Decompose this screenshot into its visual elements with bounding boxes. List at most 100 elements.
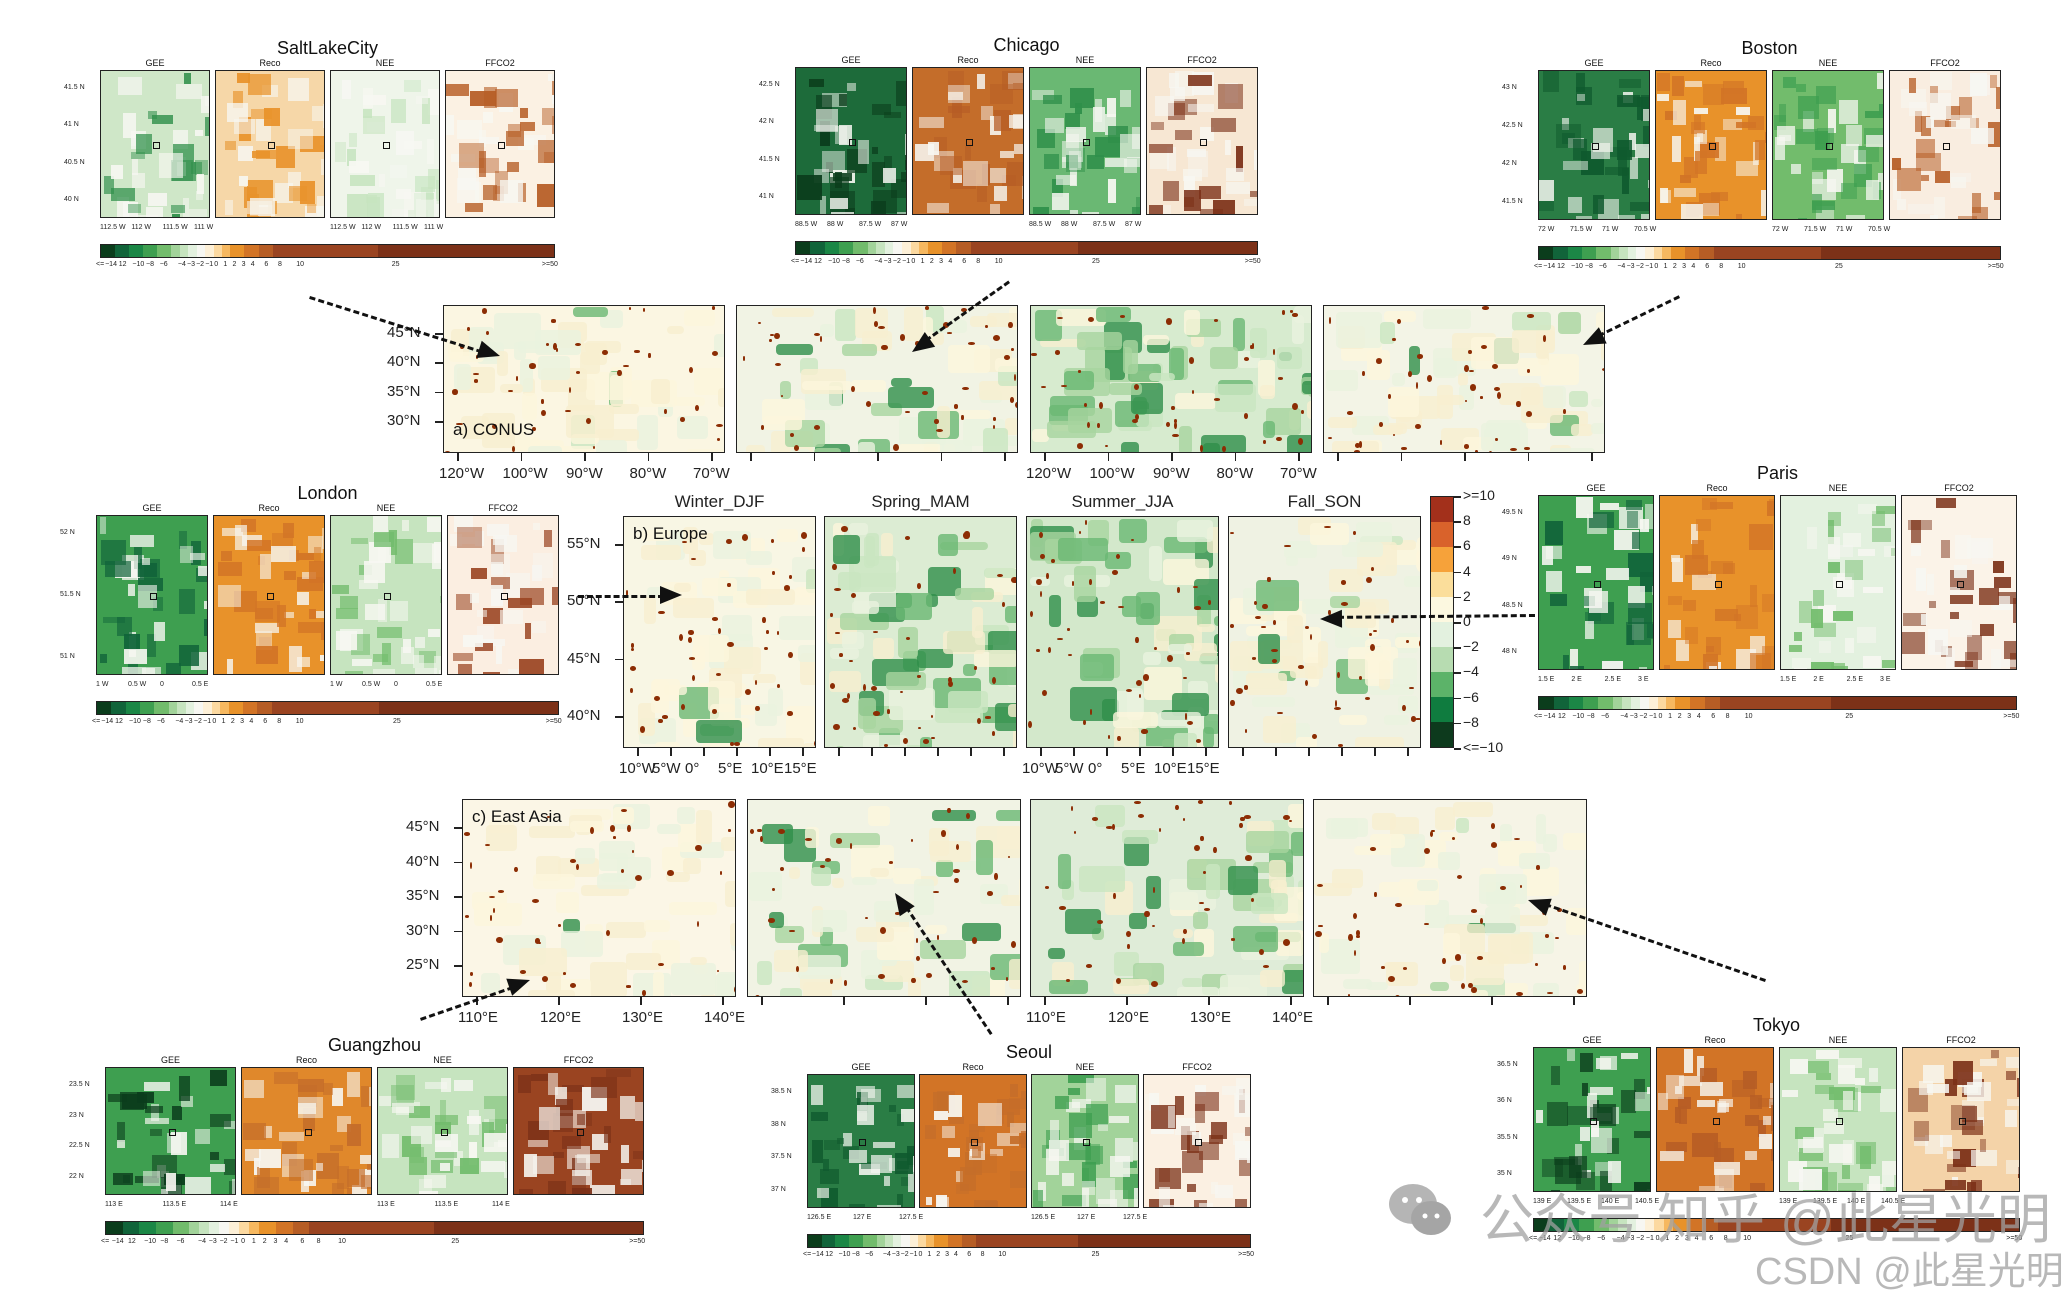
pixel-block	[346, 1188, 354, 1194]
land-patch	[714, 974, 735, 996]
city-colorbar-label: 1	[251, 1238, 256, 1245]
colorbar-label: 8	[1463, 512, 1471, 529]
y-tick-label: 45°N	[567, 649, 601, 667]
emission-hotspot	[635, 875, 643, 882]
pixel-block	[1617, 149, 1628, 176]
emission-hotspot	[1358, 675, 1363, 681]
pixel-block	[2005, 1057, 2019, 1068]
land-patch	[988, 630, 1016, 655]
emission-hotspot	[667, 870, 674, 876]
colorbar-tick	[1454, 571, 1461, 574]
x-tick-label: 5°W	[652, 760, 681, 777]
land-patch	[1157, 712, 1201, 728]
emission-hotspot	[990, 967, 995, 970]
emission-hotspot	[515, 376, 518, 381]
pixel-block	[1806, 526, 1818, 549]
sub-map-nee	[1031, 1074, 1139, 1208]
pixel-block	[1068, 1087, 1080, 1095]
sub-y-tick-label: 22 N	[69, 1173, 84, 1180]
land-patch	[886, 671, 927, 691]
land-patch	[835, 308, 856, 341]
emission-hotspot	[1200, 835, 1204, 841]
emission-hotspot	[1085, 964, 1093, 969]
emission-hotspot	[1431, 829, 1435, 833]
land-patch	[1562, 833, 1586, 850]
colorbar-swatch	[219, 1222, 230, 1234]
emission-hotspot	[1036, 578, 1042, 586]
land-patch	[1329, 595, 1360, 608]
pixel-block	[1791, 163, 1801, 175]
pixel-block	[1150, 122, 1164, 130]
land-patch	[1205, 863, 1220, 900]
pixel-block	[196, 190, 203, 201]
emission-hotspot	[658, 718, 663, 723]
pixel-block	[483, 185, 497, 201]
colorbar-swatch	[901, 1235, 910, 1247]
pixel-block	[977, 1102, 1002, 1126]
pixel-block	[1149, 1092, 1160, 1112]
land-patch	[935, 859, 953, 877]
colorbar-swatch	[276, 1222, 293, 1234]
x-tick	[1126, 997, 1128, 1005]
pixel-block	[179, 644, 200, 667]
emission-hotspot	[727, 582, 731, 588]
emission-hotspot	[1373, 630, 1378, 633]
colorbar-swatch	[1830, 697, 2017, 709]
emission-hotspot	[1035, 648, 1040, 652]
city-colorbar-label: 3	[1682, 263, 1687, 270]
emission-hotspot	[1011, 348, 1014, 352]
emission-hotspot	[1099, 402, 1104, 410]
emission-hotspot	[1471, 987, 1477, 993]
colorbar-swatch	[179, 245, 189, 257]
emission-hotspot	[491, 423, 497, 429]
land-patch	[767, 687, 784, 716]
colorbar-swatch	[1431, 722, 1453, 747]
emission-hotspot	[1194, 606, 1201, 610]
sub-x-tick-label: 72 W	[1772, 226, 1789, 233]
emission-hotspot	[1172, 433, 1179, 438]
colorbar-swatch	[1610, 247, 1620, 259]
city-center-marker	[498, 142, 505, 149]
pixel-block	[1793, 668, 1807, 669]
emission-hotspot	[1173, 418, 1178, 423]
emission-hotspot	[849, 842, 853, 850]
city-colorbar-label: 0	[911, 258, 916, 265]
land-patch	[811, 866, 831, 886]
city-colorbar-label: 8	[1725, 713, 1730, 720]
emission-hotspot	[489, 914, 493, 922]
colorbar-swatch	[199, 1222, 210, 1234]
sub-map-reco	[1659, 495, 1775, 670]
emission-hotspot	[1388, 394, 1391, 400]
pixel-block	[552, 587, 558, 606]
colorbar-swatch	[1078, 1235, 1251, 1247]
pixel-block	[2017, 1077, 2019, 1097]
pixel-block	[276, 605, 286, 627]
pixel-block	[1066, 1102, 1080, 1113]
x-tick	[1298, 453, 1300, 461]
emission-hotspot	[755, 995, 761, 996]
land-patch	[943, 631, 985, 655]
pixel-block	[1155, 1168, 1182, 1190]
pixel-block	[1589, 591, 1608, 614]
colorbar-swatch	[975, 1235, 1079, 1247]
pixel-block	[927, 141, 939, 156]
pixel-block	[989, 203, 1001, 214]
city-colorbar-label: 2	[262, 1238, 267, 1245]
emission-hotspot	[1031, 352, 1037, 357]
emission-hotspot	[1318, 924, 1324, 928]
colorbar-swatch	[1431, 622, 1453, 647]
pixel-block	[225, 200, 234, 215]
emission-hotspot	[1272, 348, 1276, 356]
sub-x-tick-label: 113 E	[105, 1201, 123, 1208]
emission-hotspot	[558, 923, 561, 927]
city-center-marker	[168, 1129, 176, 1136]
emission-hotspot	[1311, 733, 1317, 739]
emission-hotspot	[1464, 364, 1469, 372]
emission-hotspot	[680, 703, 685, 710]
sub-x-tick-label: 140 E	[1847, 1198, 1866, 1205]
sub-y-tick-label: 40.5 N	[64, 158, 85, 166]
pixel-block	[180, 1096, 193, 1107]
land-patch	[1104, 552, 1132, 570]
pixel-block	[858, 1163, 881, 1175]
emission-hotspot	[804, 837, 812, 841]
